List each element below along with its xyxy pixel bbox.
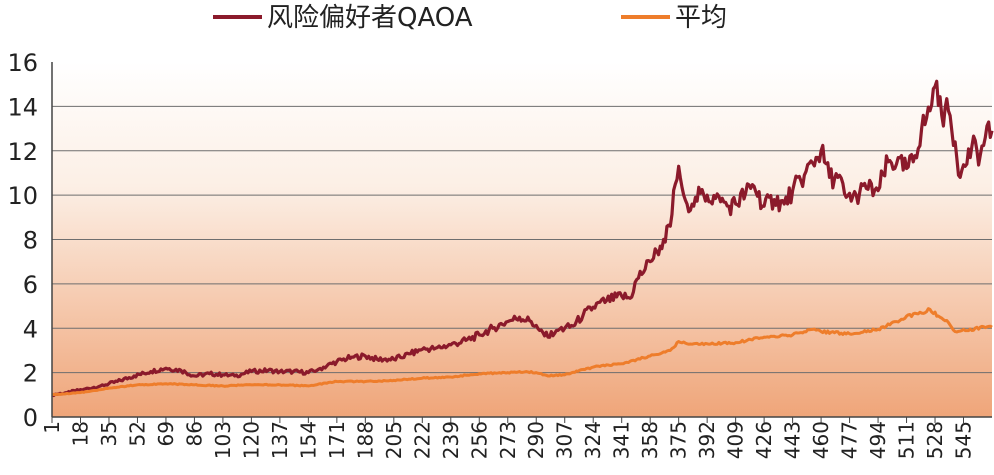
series-layer — [51, 79, 994, 398]
x-tick-label: 120 — [239, 421, 263, 459]
legend-label-average: 平均 — [675, 3, 727, 33]
x-tick-label: 477 — [838, 421, 862, 459]
x-tick-label: 137 — [268, 421, 292, 459]
legend: 风险偏好者QAOA 平均 — [213, 3, 727, 33]
x-tick-label: 18 — [68, 421, 92, 446]
x-tick-label: 460 — [809, 421, 833, 459]
y-tick-label: 14 — [7, 93, 38, 121]
y-tick-label: 2 — [23, 360, 38, 388]
x-tick-label: 188 — [353, 421, 377, 459]
x-tick-label: 494 — [866, 421, 890, 459]
x-tick-label: 358 — [638, 421, 662, 459]
x-tick-label: 273 — [496, 421, 520, 459]
x-tick-label: 239 — [439, 421, 463, 459]
x-tick-label: 290 — [524, 421, 548, 459]
x-tick-label: 86 — [182, 421, 206, 446]
y-tick-label: 8 — [23, 227, 38, 255]
x-tick-label: 35 — [97, 421, 121, 446]
y-tick-label: 16 — [7, 49, 38, 77]
x-tick-label: 324 — [581, 421, 605, 459]
x-tick-label: 341 — [610, 421, 634, 459]
x-tick-label: 222 — [410, 421, 434, 459]
legend-label-qaoa: 风险偏好者QAOA — [267, 3, 473, 33]
x-tick-label: 103 — [211, 421, 235, 459]
x-tick-label: 443 — [781, 421, 805, 459]
x-tick-label: 545 — [952, 421, 976, 459]
x-tick-label: 375 — [667, 421, 691, 459]
y-tick-label: 12 — [7, 138, 38, 166]
x-tick-label: 392 — [695, 421, 719, 459]
x-tick-label: 409 — [724, 421, 748, 459]
series-line-average — [51, 307, 993, 397]
x-tick-label: 307 — [553, 421, 577, 459]
y-tick-label: 4 — [23, 315, 38, 343]
x-axis: 1 18 35 52 69 86 103 120 137 154 171 188 205 222 239 25… — [40, 416, 992, 459]
x-tick-label: 205 — [382, 421, 406, 459]
x-tick-label: 426 — [752, 421, 776, 459]
x-tick-label: 52 — [125, 421, 149, 446]
x-tick-label: 154 — [296, 421, 320, 459]
y-axis: 0 2 4 6 8 10 12 14 16 — [7, 49, 53, 432]
series-line-qaoa — [51, 79, 994, 398]
x-tick-label: 256 — [467, 421, 491, 459]
x-tick-label: 171 — [325, 421, 349, 459]
x-tick-label: 69 — [154, 421, 178, 446]
y-tick-label: 0 — [23, 404, 38, 432]
x-tick-label: 528 — [923, 421, 947, 459]
x-tick-label: 1 — [40, 421, 64, 434]
y-tick-label: 10 — [7, 182, 38, 210]
x-tick-label: 511 — [895, 421, 919, 459]
y-tick-label: 6 — [23, 271, 38, 299]
